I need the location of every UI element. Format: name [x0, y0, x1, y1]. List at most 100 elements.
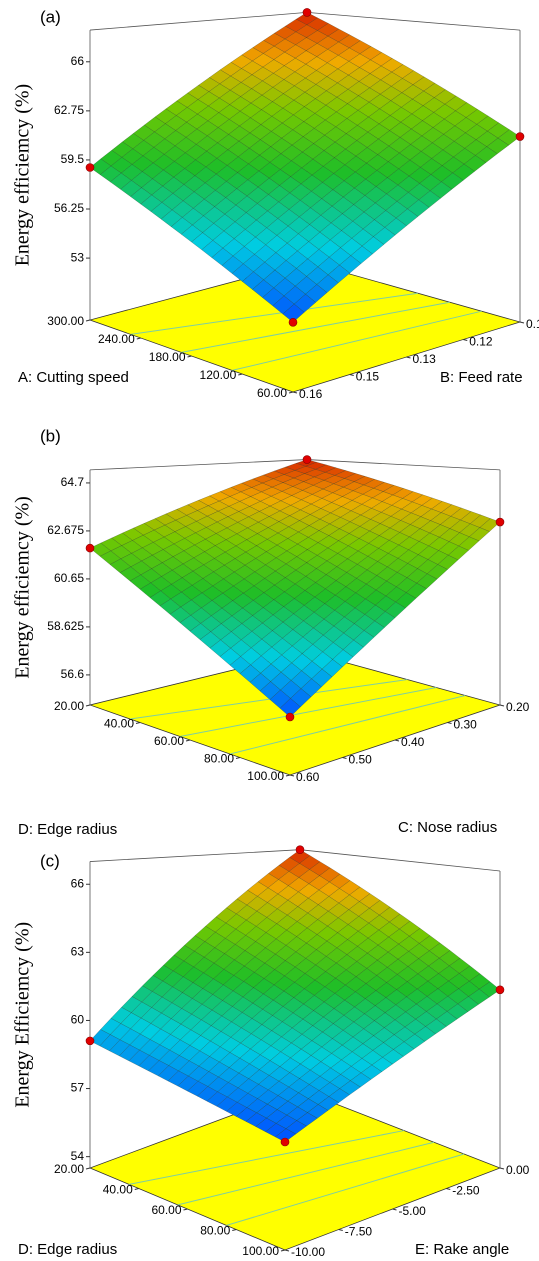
box-edge [306, 12, 521, 31]
y-tick-label: 0.40 [401, 735, 425, 749]
x-tick-label: 20.00 [54, 1162, 84, 1176]
surface [89, 459, 501, 718]
x-tick-label: 180.00 [149, 350, 186, 364]
surface [89, 849, 501, 1143]
design-point [295, 845, 305, 855]
design-point [495, 517, 505, 527]
design-point [85, 163, 95, 172]
y-tick [392, 1208, 397, 1211]
z-axis-label: Energy efficiemcy (%) [12, 496, 34, 679]
y-tick-label: 0.00 [506, 1163, 530, 1177]
z-tick-label: 56.25 [54, 201, 84, 215]
x-tick [280, 1249, 286, 1252]
z-axis-label: Energy Efficiemcy (%) [12, 922, 34, 1108]
y-tick [338, 1229, 343, 1231]
y-tick [406, 356, 411, 359]
x-tick [235, 757, 241, 759]
y-tick-label: -10.00 [291, 1245, 325, 1259]
y-tick [446, 1188, 451, 1190]
z-tick-label: 63 [71, 945, 85, 959]
y-tick-label: 0.60 [296, 770, 320, 784]
x-tick-label: 120.00 [200, 368, 237, 382]
y-tick-label: 0.10 [526, 317, 539, 331]
y-axis-label: E: Rake angle [415, 1241, 509, 1258]
x-tick [85, 1167, 91, 1170]
x-tick-label: 20.00 [54, 699, 84, 713]
x-tick-label: 240.00 [98, 332, 135, 346]
x-tick-label: 80.00 [204, 752, 234, 766]
z-tick-label: 57 [71, 1081, 85, 1095]
z-tick-label: 66 [71, 876, 85, 890]
design-point [285, 712, 295, 722]
box-edge [89, 849, 301, 862]
y-tick [499, 704, 505, 707]
y-tick [292, 391, 298, 394]
y-tick [349, 374, 354, 376]
design-point [302, 8, 312, 17]
z-tick-label: 53 [71, 250, 85, 264]
y-tick [284, 1249, 290, 1252]
surface [89, 12, 521, 323]
floor-contour [226, 1153, 465, 1226]
x-tick [238, 373, 243, 376]
y-tick-label: -5.00 [399, 1204, 427, 1218]
design-point [85, 543, 95, 553]
x-tick-label: 80.00 [200, 1224, 230, 1238]
panel-label: (b) [40, 426, 61, 445]
x-axis-label: A: Cutting speed [18, 369, 129, 386]
z-tick-label: 64.7 [61, 475, 85, 489]
panel-label: (a) [40, 7, 61, 26]
z-tick-label: 54 [71, 1149, 85, 1163]
x-axis-label: D: Edge radius [18, 1241, 117, 1258]
x-tick [288, 391, 294, 394]
design-point [495, 985, 505, 995]
z-tick-label: 59.5 [61, 152, 85, 166]
surface-cell [274, 1128, 297, 1143]
floor-contour [130, 292, 418, 335]
y-tick [342, 757, 347, 759]
design-point [288, 317, 298, 327]
z-tick-label: 60.65 [54, 571, 84, 585]
surface-cell [279, 698, 301, 718]
x-tick-label: 100.00 [242, 1244, 279, 1258]
y-axis-label: B: Feed rate [440, 369, 523, 386]
floor-contour [177, 1141, 435, 1206]
y-tick [519, 321, 525, 324]
x-tick [285, 774, 291, 777]
y-tick-label: 0.50 [349, 753, 373, 767]
design-point [280, 1137, 290, 1147]
x-tick [134, 1188, 139, 1190]
box-edge [299, 849, 501, 872]
floor-contour [229, 694, 466, 755]
y-tick-label: -7.50 [345, 1225, 373, 1239]
y-axis-label: C: Nose radius [398, 819, 497, 836]
x-tick-label: 300.00 [47, 314, 84, 328]
y-tick-label: 0.12 [469, 335, 493, 349]
z-tick-label: 62.75 [54, 103, 84, 117]
z-tick-label: 66 [71, 54, 85, 68]
x-tick-label: 40.00 [103, 1183, 133, 1197]
x-tick [85, 704, 91, 707]
box-edge [306, 459, 501, 471]
y-tick-label: 0.15 [356, 370, 380, 384]
floor-contour [128, 1130, 405, 1185]
y-tick [463, 339, 468, 341]
y-tick [447, 722, 452, 724]
x-tick [185, 739, 191, 742]
x-tick [135, 722, 141, 724]
floor-contour [231, 310, 482, 371]
z-axis-label: Energy efficiemcy (%) [12, 84, 34, 267]
floor-contour [179, 687, 437, 737]
x-tick-label: 60.00 [154, 734, 184, 748]
x-tick-label: 40.00 [104, 717, 134, 731]
x-axis-label: D: Edge radius [18, 821, 117, 838]
floor-contour [129, 679, 408, 720]
y-tick-label: -2.50 [452, 1184, 480, 1198]
box-edge [89, 12, 308, 31]
x-tick [187, 355, 192, 358]
x-tick-label: 60.00 [257, 386, 287, 400]
surface-cell [282, 303, 305, 323]
box-edge [89, 459, 308, 471]
